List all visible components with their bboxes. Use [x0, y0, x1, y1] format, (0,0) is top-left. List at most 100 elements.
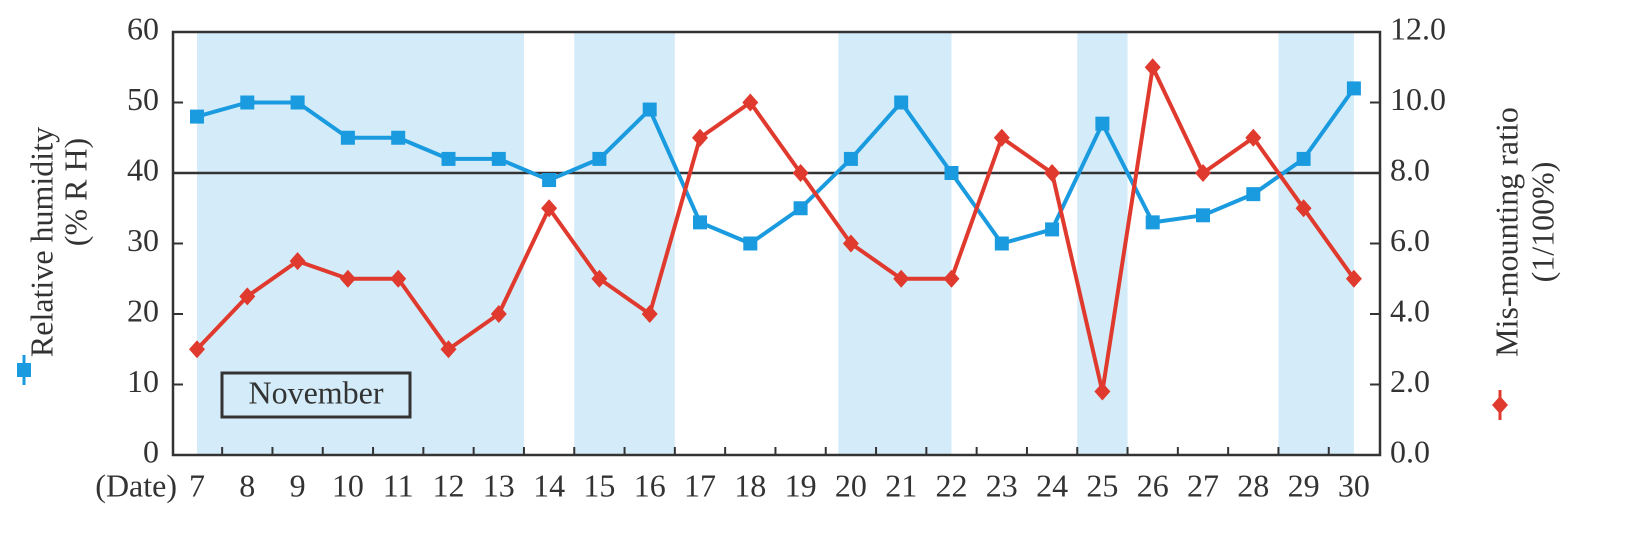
marker	[894, 95, 909, 110]
y2-axis-title: Mis-mounting ratio (1/100%)	[1488, 107, 1560, 357]
y2-tick-label: 0.0	[1390, 433, 1430, 469]
marker	[239, 287, 256, 306]
marker	[340, 130, 355, 145]
x-tick-label: 17	[684, 467, 716, 503]
y2-axis-title-line: Mis-mounting ratio	[1488, 107, 1524, 357]
marker	[1245, 128, 1262, 147]
marker	[1094, 382, 1111, 401]
y-tick-label: 0	[143, 433, 159, 469]
marker	[793, 201, 808, 216]
marker	[1346, 81, 1361, 96]
marker	[743, 236, 758, 251]
x-tick-label: 8	[239, 467, 255, 503]
x-tick-label: 25	[1086, 467, 1118, 503]
series-line	[195, 65, 1356, 394]
x-tick-label: 27	[1187, 467, 1219, 503]
x-tick-label: 16	[634, 467, 666, 503]
x-tick-label: 26	[1137, 467, 1169, 503]
marker	[1295, 199, 1312, 218]
marker	[339, 269, 356, 288]
marker	[944, 166, 959, 180]
marker	[842, 234, 859, 253]
x-tick-label: 11	[383, 467, 414, 503]
marker	[391, 130, 406, 145]
x-tick-label: 9	[290, 467, 306, 503]
marker	[893, 269, 910, 288]
y-tick-label: 10	[127, 363, 159, 399]
y2-axis-title-line: (1/100%)	[1524, 162, 1560, 283]
x-tick-label: 18	[734, 467, 766, 503]
y2-tick-label: 4.0	[1390, 292, 1430, 328]
shaded-band	[1278, 32, 1354, 455]
series-line	[196, 87, 1356, 246]
y-tick-label: 50	[127, 81, 159, 117]
marker	[289, 252, 306, 271]
y-axis-title-line: (% R H)	[57, 138, 93, 246]
marker	[240, 95, 255, 110]
x-tick-label: 7	[189, 467, 205, 503]
y-tick-label: 30	[127, 222, 159, 258]
legend-key	[1492, 396, 1508, 414]
marker	[792, 164, 809, 182]
marker	[390, 269, 407, 288]
x-tick-label: 21	[885, 467, 917, 503]
marker	[943, 269, 960, 288]
y2-tick-label: 6.0	[1390, 222, 1430, 258]
shaded-band	[574, 32, 675, 455]
marker	[1145, 215, 1160, 230]
x-tick-label: 13	[483, 467, 515, 503]
marker	[441, 151, 456, 166]
x-tick-label: 12	[433, 467, 465, 503]
marker	[692, 128, 708, 147]
x-tick-label: 14	[533, 467, 565, 503]
marker	[490, 305, 507, 323]
marker	[843, 151, 858, 166]
marker	[693, 215, 707, 230]
marker	[1045, 222, 1060, 237]
marker	[190, 109, 204, 124]
y-axis-title-line: Relative humidity	[23, 127, 59, 357]
marker	[1246, 187, 1261, 202]
x-tick-label: 30	[1338, 467, 1370, 503]
marker	[189, 340, 205, 359]
marker	[1144, 58, 1161, 77]
marker	[1044, 164, 1061, 182]
marker	[1345, 269, 1362, 288]
annotation: November	[248, 374, 383, 410]
marker	[592, 151, 607, 166]
marker	[1195, 164, 1211, 182]
legend-key	[17, 363, 31, 377]
x-tick-label: 23	[986, 467, 1018, 503]
y2-tick-label: 8.0	[1390, 151, 1430, 187]
x-axis-label: (Date)	[95, 467, 177, 503]
marker	[491, 151, 506, 166]
x-tick-label: 28	[1237, 467, 1269, 503]
marker	[993, 128, 1010, 147]
x-tick-label: 20	[835, 467, 867, 503]
y-tick-label: 40	[127, 151, 159, 187]
y2-tick-label: 12.0	[1390, 10, 1446, 46]
x-tick-label: 19	[785, 467, 817, 503]
marker	[1196, 208, 1210, 223]
marker	[542, 173, 557, 188]
y-tick-label: 60	[127, 10, 159, 46]
marker	[1296, 151, 1311, 166]
x-tick-label: 10	[332, 467, 364, 503]
y2-tick-label: 2.0	[1390, 363, 1430, 399]
x-tick-label: 29	[1288, 467, 1320, 503]
annotation-box	[220, 371, 412, 419]
x-tick-label: 22	[936, 467, 968, 503]
marker	[641, 305, 658, 323]
y2-tick-label: 10.0	[1390, 81, 1446, 117]
marker	[642, 102, 657, 117]
x-tick-label: 15	[583, 467, 615, 503]
marker	[290, 95, 305, 110]
x-tick-label: 24	[1036, 467, 1068, 503]
marker	[541, 199, 558, 218]
marker	[742, 93, 759, 112]
marker	[440, 340, 457, 359]
y-axis-title: Relative humidity(% R H)	[23, 127, 93, 357]
y-tick-label: 20	[127, 292, 159, 328]
marker	[994, 236, 1009, 251]
